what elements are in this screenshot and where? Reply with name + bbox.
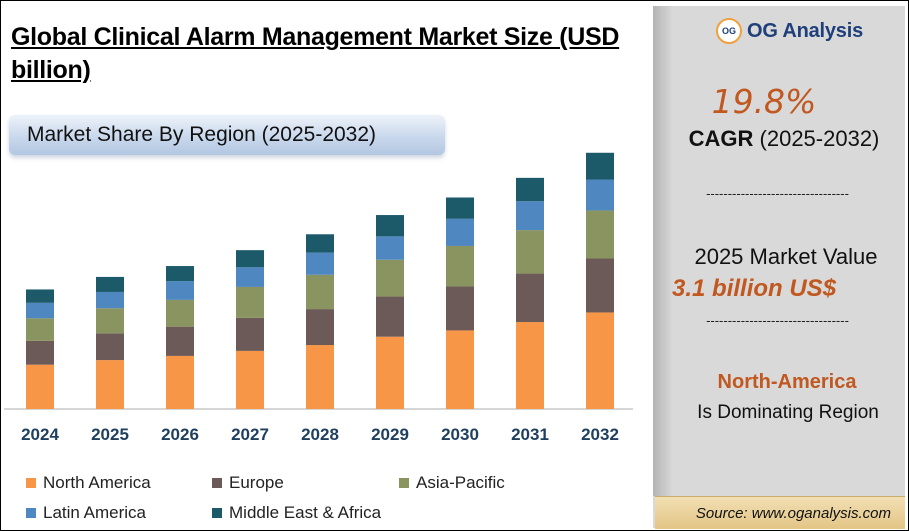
legend-swatch xyxy=(212,508,222,518)
market-value: 3.1 billion US$ xyxy=(672,275,837,302)
bar-segment-2027-middle-east-africa xyxy=(236,250,264,268)
divider-bottom: --------------------------------- xyxy=(706,313,849,328)
legend-item-middle-east-africa: Middle East & Africa xyxy=(212,503,381,523)
bar-segment-2030-latin-america xyxy=(446,218,474,246)
bar-segment-2032-north-america xyxy=(586,312,614,409)
summary-panel: OG OG Analysis 19.8% CAGR (2025-2032) --… xyxy=(653,6,905,529)
bar-segment-2031-middle-east-africa xyxy=(516,177,544,202)
bar-segment-2024-latin-america xyxy=(26,302,54,319)
bar-segment-2028-europe xyxy=(306,309,334,346)
legend-item-latin-america: Latin America xyxy=(26,503,146,523)
chart-title: Global Clinical Alarm Management Market … xyxy=(11,23,620,84)
dominating-region: North-America xyxy=(717,371,857,393)
bar-segment-2025-asia-pacific xyxy=(96,308,124,334)
bar-segment-2029-north-america xyxy=(376,336,404,409)
bar-segment-2028-latin-america xyxy=(306,252,334,275)
bar-segment-2032-middle-east-africa xyxy=(586,152,614,180)
bar-segment-2027-europe xyxy=(236,317,264,351)
bar-segment-2028-north-america xyxy=(306,345,334,409)
subtitle-banner: Market Share By Region (2025-2032) xyxy=(9,115,445,155)
bar-segment-2031-latin-america xyxy=(516,201,544,231)
cagr-period: (2025-2032) xyxy=(759,126,880,151)
panel-shade xyxy=(653,6,905,496)
x-tick-label: 2026 xyxy=(161,425,199,444)
source-text: Source: www.oganalysis.com xyxy=(695,505,891,522)
cagr-label: CAGR (2025-2032) xyxy=(653,126,905,152)
chart-legend: North America Europe Asia-Pacific Latin Ame… xyxy=(26,473,646,529)
bar-segment-2027-north-america xyxy=(236,350,264,409)
bar-segment-2027-latin-america xyxy=(236,267,264,287)
bar-segment-2025-north-america xyxy=(96,360,124,409)
bar-segment-2025-latin-america xyxy=(96,291,124,309)
bar-segment-2029-europe xyxy=(376,296,404,337)
divider-top: --------------------------------- xyxy=(706,186,849,201)
bar-segment-2031-north-america xyxy=(516,322,544,409)
bar-segment-2025-middle-east-africa xyxy=(96,276,124,292)
x-tick-label: 2032 xyxy=(581,425,619,444)
x-tick-label: 2031 xyxy=(511,425,549,444)
legend-label: Asia-Pacific xyxy=(416,473,505,492)
legend-label: Europe xyxy=(229,473,284,492)
x-tick-label: 2027 xyxy=(231,425,269,444)
x-tick-label: 2029 xyxy=(371,425,409,444)
bar-segment-2030-europe xyxy=(446,286,474,331)
legend-label: Middle East & Africa xyxy=(229,503,382,522)
legend-swatch xyxy=(26,478,36,488)
x-tick-label: 2028 xyxy=(301,425,339,444)
bar-segment-2024-asia-pacific xyxy=(26,318,54,341)
legend-item-europe: Europe xyxy=(212,473,284,493)
legend-item-north-america: North America xyxy=(26,473,151,493)
x-tick-label: 2024 xyxy=(21,425,59,444)
bar-segment-2026-north-america xyxy=(166,355,194,409)
bar-segment-2024-europe xyxy=(26,340,54,365)
dominating-region-label: Is Dominating Region xyxy=(697,402,879,423)
legend-label: Latin America xyxy=(43,503,146,522)
legend-swatch xyxy=(26,508,36,518)
legend-swatch xyxy=(399,478,409,488)
bar-segment-2029-middle-east-africa xyxy=(376,215,404,237)
legend-item-asia-pacific: Asia-Pacific xyxy=(399,473,505,493)
bar-segment-2024-middle-east-africa xyxy=(26,289,54,303)
bar-segment-2032-latin-america xyxy=(586,179,614,211)
bar-segment-2025-europe xyxy=(96,333,124,361)
bar-segment-2026-middle-east-africa xyxy=(166,266,194,282)
cagr-label-text: CAGR xyxy=(688,126,754,151)
bar-segment-2032-europe xyxy=(586,258,614,313)
legend-label: North America xyxy=(43,473,151,492)
og-analysis-logo: OG OG Analysis xyxy=(716,18,863,44)
x-tick-label: 2030 xyxy=(441,425,479,444)
bar-segment-2032-asia-pacific xyxy=(586,210,614,259)
chart-subtitle: Market Share By Region (2025-2032) xyxy=(27,123,377,146)
bar-segment-2030-middle-east-africa xyxy=(446,197,474,219)
x-tick-label: 2025 xyxy=(91,425,129,444)
bar-segment-2028-asia-pacific xyxy=(306,274,334,310)
legend-swatch xyxy=(212,478,222,488)
bar-segment-2029-asia-pacific xyxy=(376,259,404,297)
bar-segment-2024-north-america xyxy=(26,364,54,409)
bar-segment-2030-asia-pacific xyxy=(446,245,474,287)
bar-segment-2031-europe xyxy=(516,273,544,323)
source-bar: Source: www.oganalysis.com xyxy=(655,496,905,529)
market-value-label: 2025 Market Value xyxy=(694,244,878,269)
bar-segment-2026-europe xyxy=(166,326,194,356)
cagr-value: 19.8% xyxy=(711,82,817,121)
bar-segment-2030-north-america xyxy=(446,330,474,409)
bar-segment-2029-latin-america xyxy=(376,236,404,260)
bar-segment-2026-latin-america xyxy=(166,281,194,300)
bar-segment-2028-middle-east-africa xyxy=(306,234,334,253)
stacked-bar-chart: 2024 2025 2026 2027 2028 2029 2030 2031 2032 xyxy=(4,152,633,444)
logo-mark-icon: OG xyxy=(716,18,742,44)
bar-segment-2026-asia-pacific xyxy=(166,299,194,327)
logo-text: OG Analysis xyxy=(747,19,863,42)
bar-segment-2027-asia-pacific xyxy=(236,286,264,318)
bar-segment-2031-asia-pacific xyxy=(516,230,544,274)
